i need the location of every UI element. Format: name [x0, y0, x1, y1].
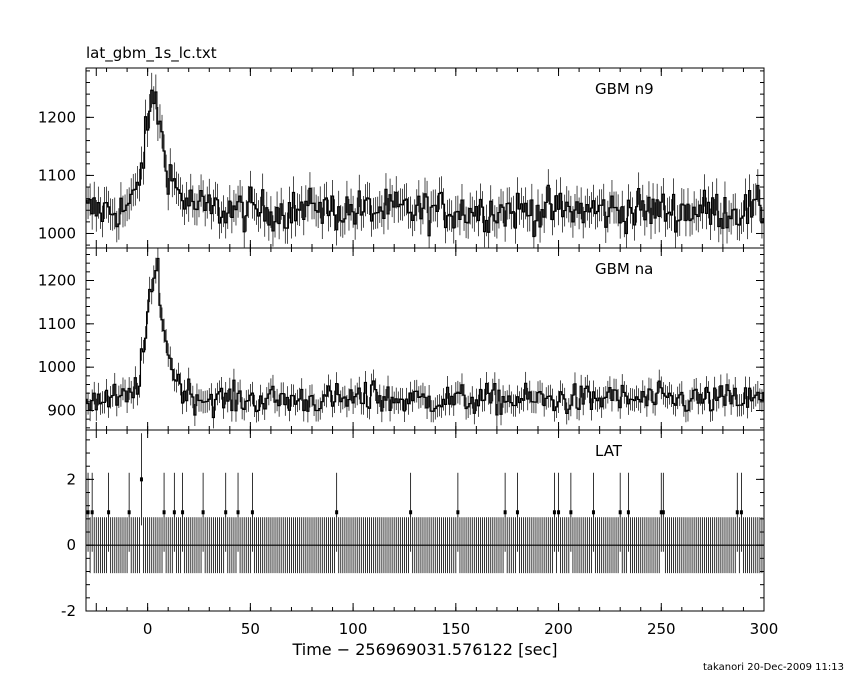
- x-tick-label: 0: [143, 620, 153, 638]
- lat-count: [552, 510, 556, 515]
- lat-count: [107, 510, 111, 515]
- lat-count: [659, 510, 663, 515]
- lat-count: [735, 510, 739, 515]
- x-axis-label: Time − 256969031.576122 [sec]: [291, 640, 557, 659]
- y-tick-label: 0: [66, 536, 76, 554]
- y-tick-label: 1100: [38, 315, 76, 333]
- lat-count: [90, 510, 94, 515]
- lat-count: [503, 510, 507, 515]
- lat-count: [181, 510, 185, 515]
- series-name: GBM na: [595, 260, 653, 278]
- y-tick-label: 1000: [38, 224, 76, 242]
- y-tick-label: 2: [66, 470, 76, 488]
- gbm-n9-panel: 1000 1100 1200 GBM n9: [38, 67, 765, 249]
- series-data: [86, 248, 764, 429]
- lat-count: [224, 510, 228, 515]
- light-curve-line: [86, 257, 764, 419]
- lat-count: [172, 510, 176, 515]
- panel-frame: [85, 67, 765, 249]
- y-tick-label: 1000: [38, 358, 76, 376]
- lat-count: [335, 510, 339, 515]
- lat-count: [739, 510, 743, 515]
- series-name: GBM n9: [595, 80, 654, 98]
- lat-count: [236, 510, 240, 515]
- y-tick-label: 1200: [38, 272, 76, 290]
- lat-count: [618, 510, 622, 515]
- chart-title: lat_gbm_1s_lc.txt: [86, 44, 217, 62]
- lat-count: [456, 510, 460, 515]
- lat-count: [86, 510, 90, 515]
- x-axis: 0 50 100 150 200 250 300: [143, 620, 778, 638]
- lat-panel: -2 0 2 LAT: [61, 429, 765, 620]
- lat-count: [569, 510, 573, 515]
- lat-count: [661, 510, 665, 515]
- lat-count: [127, 510, 131, 515]
- x-tick-label: 250: [647, 620, 676, 638]
- y-tick-label: 1200: [38, 108, 76, 126]
- x-tick-label: 300: [750, 620, 779, 638]
- x-tick-label: 150: [441, 620, 470, 638]
- lat-count: [557, 510, 561, 515]
- y-tick-label: 1100: [38, 166, 76, 184]
- lat-count: [250, 510, 254, 515]
- lat-count: [139, 477, 143, 482]
- footer-stamp: takanori 20-Dec-2009 11:13: [702, 662, 844, 673]
- y-tick-label: 900: [47, 402, 76, 420]
- lat-count: [591, 510, 595, 515]
- lat-count: [409, 510, 413, 515]
- series-name: LAT: [595, 442, 623, 460]
- series-data: [86, 72, 764, 248]
- lat-count: [162, 510, 166, 515]
- gbm-na-panel: 900 1000 1100 1200 GBM na: [38, 247, 765, 431]
- lat-count: [515, 510, 519, 515]
- x-tick-label: 200: [544, 620, 573, 638]
- light-curve-line: [86, 89, 764, 238]
- series-data: [86, 433, 764, 574]
- x-tick-label: 50: [241, 620, 260, 638]
- lat-count: [626, 510, 630, 515]
- lat-count: [201, 510, 205, 515]
- y-tick-label: -2: [61, 602, 76, 620]
- x-tick-label: 100: [339, 620, 368, 638]
